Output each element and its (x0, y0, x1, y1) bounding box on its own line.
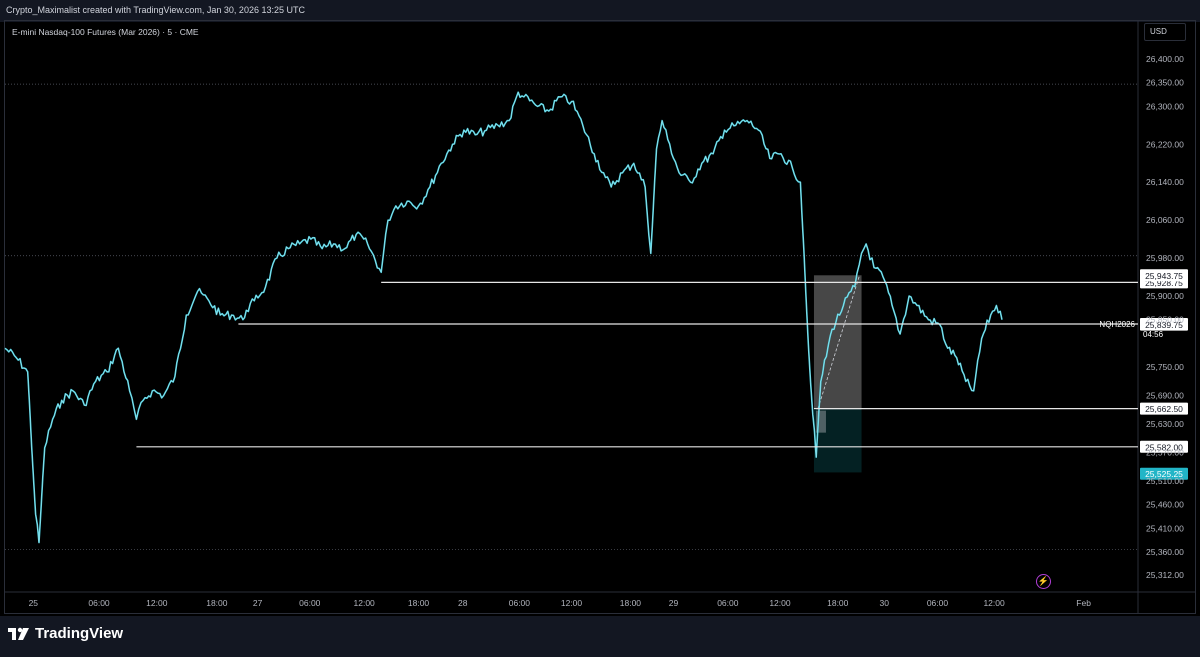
y-tick-label: 25,510.00 (1146, 476, 1184, 486)
y-tick-label: 26,060.00 (1146, 215, 1184, 225)
position-diagonal (817, 275, 860, 409)
y-tick-label: 25,410.00 (1146, 523, 1184, 533)
x-tick-label: 12:00 (146, 598, 168, 608)
x-tick-label: 18:00 (206, 598, 228, 608)
x-tick-label: 06:00 (927, 598, 949, 608)
currency-button[interactable]: USD (1144, 23, 1186, 41)
position-handle[interactable] (815, 410, 826, 433)
x-tick-label: 30 (879, 598, 889, 608)
countdown-box (1140, 329, 1188, 340)
x-tick-label: 18:00 (620, 598, 642, 608)
y-tick-label: 25,312.00 (1146, 570, 1184, 580)
y-tick-label: 25,690.00 (1146, 391, 1184, 401)
symbol-label: NQH2026 (1099, 320, 1135, 329)
y-tick-label: 25,980.00 (1146, 253, 1184, 263)
x-tick-label: 18:00 (408, 598, 430, 608)
tradingview-logo-icon[interactable] (8, 626, 30, 642)
top-header (0, 0, 1200, 22)
price-label-box (1140, 467, 1188, 480)
attribution-text: Crypto_Maximalist created with TradingVi… (6, 5, 305, 15)
x-tick-label: Feb (1076, 598, 1091, 608)
y-tick-label: 26,350.00 (1146, 78, 1184, 88)
x-tick-label: 18:00 (827, 598, 849, 608)
x-tick-label: 27 (253, 598, 263, 608)
price-label-box (1140, 402, 1188, 415)
tradingview-brand[interactable]: TradingView (35, 625, 124, 642)
x-tick-label: 28 (458, 598, 468, 608)
x-tick-label: 12:00 (983, 598, 1005, 608)
x-tick-label: 06:00 (509, 598, 531, 608)
y-tick-label: 25,750.00 (1146, 362, 1184, 372)
y-tick-label: 26,300.00 (1146, 101, 1184, 111)
price-label-text: 25,525.25 (1145, 469, 1183, 479)
y-tick-label: 26,140.00 (1146, 177, 1184, 187)
y-tick-label: 25,850.00 (1146, 315, 1184, 325)
x-tick-label: 06:00 (88, 598, 110, 608)
price-label-box (1140, 318, 1188, 331)
price-label-text: 25,582.00 (1145, 442, 1183, 452)
x-tick-label: 12:00 (769, 598, 791, 608)
y-tick-label: 25,900.00 (1146, 291, 1184, 301)
price-label-box (1140, 440, 1188, 453)
chart-frame[interactable] (4, 20, 1196, 614)
y-tick-label: 25,630.00 (1146, 419, 1184, 429)
x-tick-label: 25 (29, 598, 39, 608)
y-tick-label: 25,570.00 (1146, 448, 1184, 458)
x-tick-label: 12:00 (561, 598, 583, 608)
symbol-title[interactable]: E-mini Nasdaq-100 Futures (Mar 2026) · 5… (12, 27, 199, 37)
price-label-box (1140, 269, 1188, 282)
price-label-text: 25,839.75 (1145, 320, 1183, 330)
y-tick-label: 26,220.00 (1146, 139, 1184, 149)
countdown-text: 04:56 (1143, 330, 1164, 339)
price-label-text: 25,943.75 (1145, 271, 1183, 281)
position-target-zone[interactable] (813, 275, 862, 409)
y-tick-label: 25,360.00 (1146, 547, 1184, 557)
footer-bar (0, 616, 1200, 657)
price-label-text: 25,662.50 (1145, 404, 1183, 414)
x-tick-label: 06:00 (299, 598, 321, 608)
y-tick-label: 25,460.00 (1146, 500, 1184, 510)
x-tick-label: 12:00 (354, 598, 376, 608)
price-label-text: 25,928.75 (1145, 278, 1183, 288)
alert-lightning-icon[interactable]: ⚡ (1036, 574, 1051, 589)
x-tick-label: 06:00 (717, 598, 739, 608)
x-tick-label: 29 (669, 598, 679, 608)
y-tick-label: 26,400.00 (1146, 54, 1184, 64)
